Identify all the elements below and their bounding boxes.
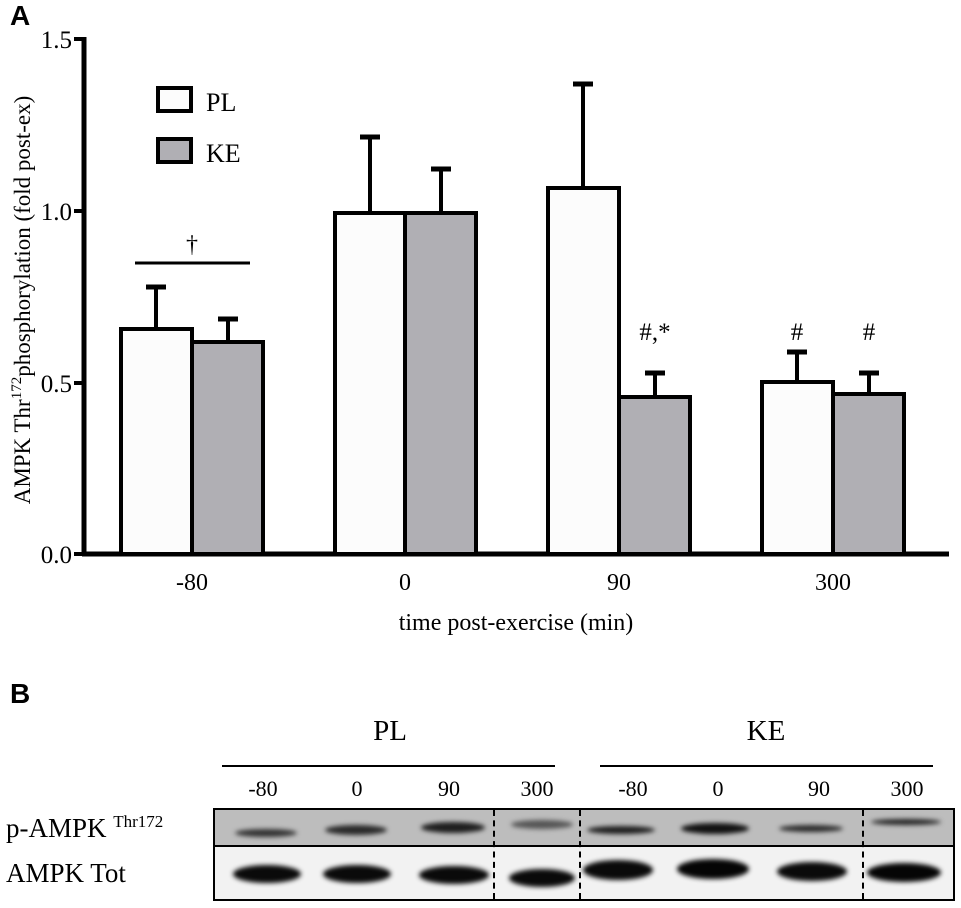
lane-label: 90 bbox=[808, 776, 830, 801]
svg-text:0.0: 0.0 bbox=[41, 542, 72, 569]
svg-text:0.5: 0.5 bbox=[41, 371, 72, 398]
lane-label: -80 bbox=[248, 776, 278, 801]
y-ticks: 0.0 0.5 1.0 1.5 bbox=[41, 27, 84, 569]
lane-separator bbox=[862, 810, 864, 899]
svg-text:-80: -80 bbox=[176, 570, 208, 596]
y-axis-label: AMPK Thr172phosphorylation (fold post-ex… bbox=[9, 96, 35, 505]
svg-text:1.0: 1.0 bbox=[41, 199, 72, 226]
x-axis-label: time post-exercise (min) bbox=[399, 610, 634, 636]
bar-chart: AMPK Thr172phosphorylation (fold post-ex… bbox=[9, 27, 949, 636]
svg-text:300: 300 bbox=[815, 570, 851, 596]
bar-group-minus80: † bbox=[119, 232, 265, 556]
lane-label: 90 bbox=[438, 776, 460, 801]
legend-swatch-ke bbox=[156, 137, 193, 164]
row-label-phospho: p-AMPK Thr172 bbox=[6, 812, 164, 843]
bar-group-90: #,* bbox=[546, 81, 692, 556]
lane-label: 300 bbox=[890, 776, 924, 801]
dagger-annotation: † bbox=[186, 232, 198, 258]
lane-separator bbox=[493, 810, 495, 899]
legend: PL KE bbox=[156, 86, 241, 168]
ke300-annotation: # bbox=[863, 319, 876, 346]
panel-a-letter: A bbox=[10, 0, 31, 31]
blot-group-line-pl bbox=[222, 765, 555, 767]
svg-text:0: 0 bbox=[399, 570, 411, 596]
blot-group-label-pl: PL bbox=[373, 715, 407, 747]
lane-label: 0 bbox=[351, 776, 363, 801]
bar-pl-300 bbox=[760, 380, 835, 556]
bar-ke-90 bbox=[617, 395, 692, 556]
ke90-annotation: #,* bbox=[639, 319, 670, 346]
legend-swatch-pl bbox=[156, 86, 193, 113]
lane-separator bbox=[579, 810, 581, 899]
row-label-total: AMPK Tot bbox=[6, 858, 126, 888]
svg-text:90: 90 bbox=[607, 570, 631, 596]
blot-row-phospho bbox=[215, 810, 953, 847]
lane-label: 300 bbox=[520, 776, 554, 801]
blot-row-total bbox=[215, 847, 953, 899]
blot-group-label-ke: KE bbox=[746, 715, 786, 747]
western-blot bbox=[213, 808, 955, 901]
lane-label: 0 bbox=[712, 776, 724, 801]
pl300-annotation: # bbox=[791, 319, 804, 346]
svg-text:1.5: 1.5 bbox=[41, 27, 72, 54]
bar-group-300: # # bbox=[760, 319, 906, 556]
legend-label-pl: PL bbox=[206, 88, 236, 117]
blot-group-line-ke bbox=[600, 765, 933, 767]
bar-ke-300 bbox=[831, 392, 906, 556]
bar-group-0 bbox=[333, 134, 478, 556]
x-ticks: -80 0 90 300 bbox=[176, 570, 851, 596]
bar-ke-0 bbox=[403, 211, 478, 556]
bar-pl-90 bbox=[546, 186, 621, 556]
panel-b-letter: B bbox=[10, 678, 31, 709]
lane-label: -80 bbox=[618, 776, 648, 801]
bar-ke-minus80 bbox=[190, 340, 265, 556]
legend-label-ke: KE bbox=[206, 139, 241, 168]
bar-pl-minus80 bbox=[119, 327, 194, 556]
bar-pl-0 bbox=[333, 211, 407, 556]
